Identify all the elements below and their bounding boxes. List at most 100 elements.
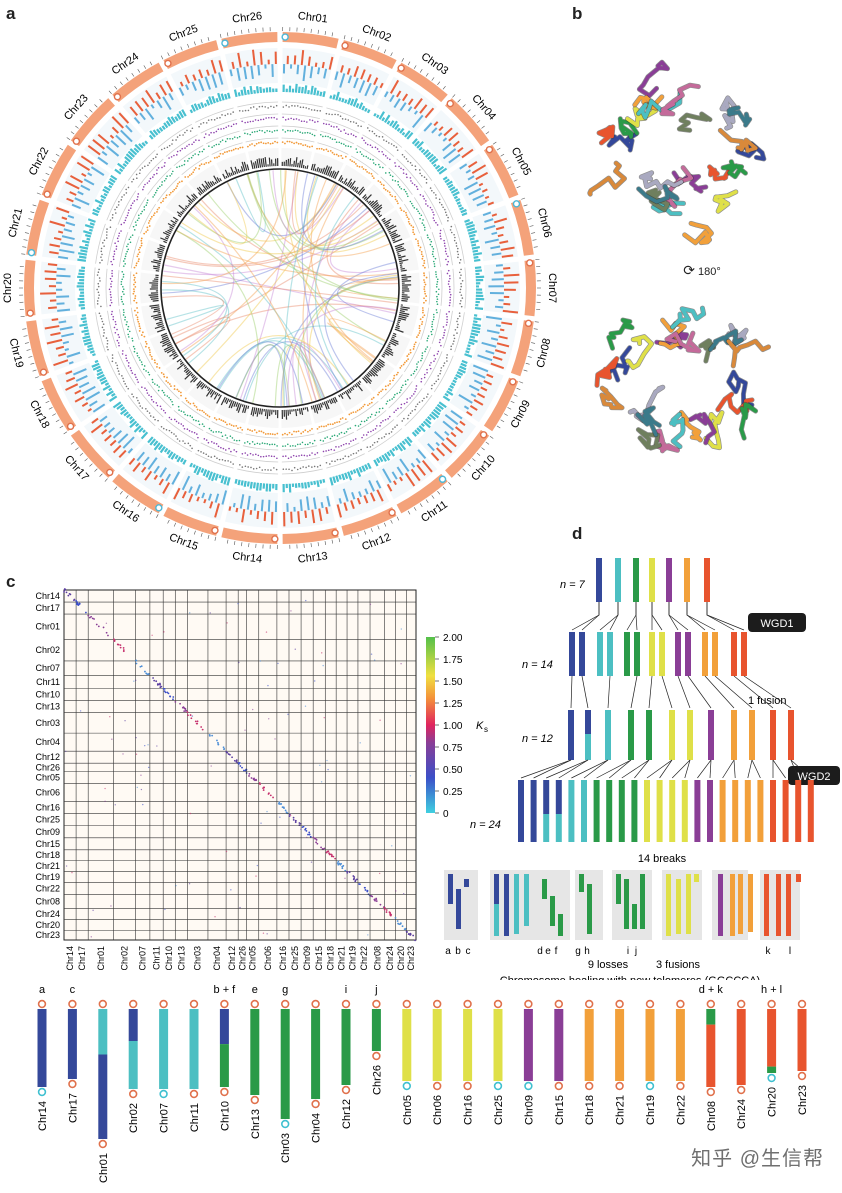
track-point [433, 191, 435, 194]
structure-rotated-strand [606, 345, 632, 382]
ks-dot [135, 662, 138, 665]
track-point [432, 211, 434, 214]
tick-mark [187, 528, 190, 533]
tick-mark [55, 153, 60, 157]
synteny-link [162, 289, 230, 364]
track-point [152, 381, 154, 384]
gc-bar [366, 109, 371, 114]
colorbar-tick-label: 1.50 [443, 677, 463, 688]
density-bar [101, 150, 108, 157]
structure-rotated-strand [636, 427, 662, 450]
track-point [127, 387, 130, 390]
ks-dot [201, 728, 204, 731]
tick-mark [55, 419, 60, 423]
tick-mark [23, 335, 28, 337]
y-tick-label: Chr21 [35, 861, 60, 871]
repeat-spike [162, 231, 171, 237]
repeat-spike [401, 280, 411, 282]
ring-line [356, 410, 387, 431]
repeat-spike [318, 403, 322, 411]
track-point [122, 276, 125, 278]
track-background [377, 442, 438, 500]
track-point [431, 245, 433, 248]
repeat-spike [161, 326, 165, 329]
chromosome-label: Chr12 [360, 531, 392, 553]
ring-line [157, 123, 193, 148]
ks-dot [79, 710, 82, 712]
track-point [184, 397, 187, 400]
track-point [421, 320, 424, 323]
gc-bar [82, 335, 91, 340]
density-bar [427, 443, 435, 452]
track-point [288, 140, 291, 143]
track-point [353, 161, 356, 164]
ks-dot [259, 660, 262, 662]
repeat-spike [149, 296, 159, 298]
track-point [99, 315, 102, 317]
ring-line [206, 431, 240, 446]
track-point [331, 423, 334, 426]
ks-dot [282, 806, 285, 809]
track-point [224, 459, 226, 462]
repeat-spike [330, 170, 335, 178]
repeat-spike [214, 391, 217, 395]
repeat-spike [241, 404, 244, 407]
gc-bar [246, 89, 250, 95]
track-point [125, 354, 127, 357]
density-bar [497, 233, 504, 238]
track-point [407, 358, 410, 361]
track-point [362, 168, 365, 170]
repeat-spike [302, 164, 305, 169]
repeat-spike [304, 166, 307, 169]
ring-line [388, 167, 413, 195]
density-bar [305, 496, 310, 511]
tick-mark [30, 211, 35, 214]
track-point [143, 368, 145, 371]
track-point [284, 432, 286, 435]
track-point [397, 184, 400, 186]
repeat-spike [202, 188, 206, 192]
track-point [136, 177, 138, 180]
telomere-dot [509, 378, 517, 386]
track-point [417, 244, 420, 247]
ring-line [137, 158, 164, 188]
x-tick-label: Chr21 [337, 946, 347, 971]
track-point [256, 130, 259, 133]
ks-dot [292, 816, 295, 819]
tick-mark [137, 69, 141, 73]
repeat-spike [358, 380, 362, 384]
repeat-spike [306, 406, 309, 412]
gc-bar [361, 465, 366, 472]
track-point [189, 415, 192, 417]
track-point [291, 433, 293, 436]
tick-mark [452, 94, 456, 98]
tick-mark [525, 211, 530, 214]
chromosome-bar [585, 734, 591, 760]
track-point [294, 445, 297, 447]
track-point [216, 457, 218, 460]
repeat-spike [183, 364, 186, 368]
chromosome-label: Chr21 [6, 207, 25, 239]
track-point [368, 402, 371, 405]
gc-bar [114, 168, 122, 175]
ks-dot [320, 846, 322, 849]
density-bar [56, 206, 70, 214]
track-point [365, 419, 368, 422]
synteny-link [302, 188, 344, 401]
density-bar [307, 56, 311, 66]
ring-line [242, 125, 279, 131]
track-point [111, 357, 114, 359]
structure-rotated-strand [606, 318, 634, 351]
track-point [437, 378, 440, 381]
track-point [96, 288, 98, 291]
track-point [442, 206, 444, 209]
karyotype-band [221, 32, 278, 49]
density-bar [203, 498, 207, 504]
ring-line [442, 227, 453, 266]
repeat-spike [399, 311, 410, 316]
track-point [218, 418, 221, 420]
track-point [409, 177, 412, 179]
repeat-spike [268, 157, 271, 167]
ks-dot [404, 928, 407, 931]
repeat-spike [261, 408, 264, 415]
